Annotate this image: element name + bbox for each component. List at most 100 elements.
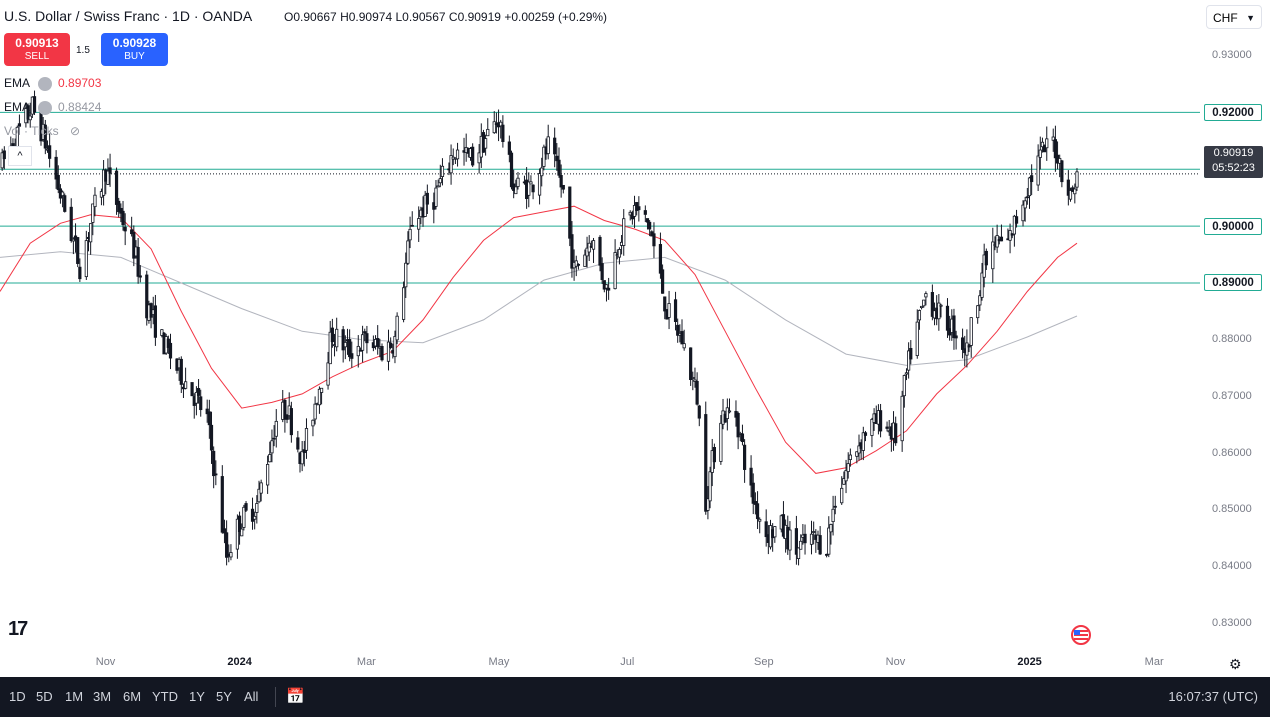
- candle-up: [1012, 215, 1016, 235]
- candle-down: [689, 347, 693, 381]
- bar-countdown: 05:52:23: [1212, 162, 1255, 174]
- candle-up: [486, 128, 490, 137]
- candle-down: [749, 467, 753, 486]
- range-button-1d[interactable]: 1D: [9, 689, 26, 704]
- legend-ema-fast[interactable]: EMA 0.89703: [4, 76, 101, 91]
- spread-value: 1.5: [76, 45, 90, 56]
- time-tick-label: Nov: [885, 656, 906, 668]
- candle-down: [967, 345, 971, 348]
- price-tick-label: 0.93000: [1212, 48, 1252, 61]
- candle-down: [1060, 160, 1064, 183]
- candle-up: [438, 178, 442, 184]
- axis-settings-gear-icon[interactable]: ⚙: [1229, 656, 1242, 672]
- candle-down: [69, 206, 73, 242]
- candle-up: [844, 470, 848, 482]
- range-button-5d[interactable]: 5D: [36, 689, 53, 704]
- legend-volume[interactable]: Vol · Ticks ⊘: [4, 124, 80, 138]
- candle-up: [317, 388, 322, 406]
- candle-down: [704, 414, 708, 512]
- current-price: 0.90919: [1213, 147, 1254, 159]
- ema-slow-line: [0, 251, 1078, 366]
- candle-up: [91, 203, 95, 223]
- candle-down: [117, 200, 121, 213]
- price-chart[interactable]: [0, 0, 1270, 677]
- range-button-3m[interactable]: 3M: [93, 689, 112, 704]
- candle-up: [870, 419, 874, 436]
- candle-up: [796, 547, 801, 559]
- legend-ema-slow[interactable]: EMA 0.88424: [4, 100, 101, 115]
- candle-up: [842, 478, 846, 485]
- candle-down: [289, 408, 293, 436]
- candle-up: [401, 287, 406, 320]
- candle-up: [255, 503, 259, 513]
- candle-down: [598, 236, 602, 266]
- range-button-ytd[interactable]: YTD: [152, 689, 178, 704]
- sell-button[interactable]: 0.90913 SELL: [4, 33, 70, 66]
- candle-down: [637, 206, 641, 211]
- buy-button[interactable]: 0.90928 BUY: [101, 33, 168, 66]
- range-button-5y[interactable]: 5Y: [216, 689, 232, 704]
- symbol-title[interactable]: U.S. Dollar / Swiss Franc · 1D · OANDA: [4, 8, 253, 24]
- range-button-all[interactable]: All: [244, 689, 259, 704]
- candle-down: [237, 515, 242, 532]
- candle-down: [17, 123, 22, 127]
- candle-down: [199, 396, 203, 411]
- candle-down: [755, 503, 760, 520]
- candle-down: [885, 426, 889, 429]
- candle-up: [706, 498, 710, 511]
- time-tick-label: Mar: [1144, 656, 1164, 668]
- date-range-calendar-icon[interactable]: 📅: [286, 688, 305, 705]
- candle-down: [363, 331, 367, 334]
- eye-hidden-icon[interactable]: ⊘: [70, 124, 81, 138]
- high-label: H: [340, 10, 349, 24]
- candle-up: [708, 471, 712, 502]
- candle-down: [32, 96, 37, 113]
- candle-up: [259, 482, 263, 494]
- candle-up: [89, 223, 93, 243]
- candle-down: [341, 329, 345, 351]
- buy-label: BUY: [124, 51, 145, 62]
- candle-up: [1036, 155, 1040, 186]
- sell-label: SELL: [24, 51, 50, 62]
- candle-up: [982, 254, 986, 278]
- candle-down: [425, 192, 429, 205]
- candle-up: [939, 304, 943, 307]
- candle-down: [559, 175, 563, 188]
- candle-down: [376, 338, 380, 348]
- candle-up: [406, 240, 410, 264]
- tradingview-logo[interactable]: 17: [8, 618, 28, 640]
- ema-fast-name: EMA: [4, 76, 31, 90]
- candle-up: [976, 305, 980, 319]
- currency-select[interactable]: CHF ▼: [1206, 5, 1262, 29]
- candle-up: [84, 240, 88, 278]
- candle-down: [999, 236, 1004, 242]
- candle-down: [1043, 145, 1047, 153]
- candle-up: [229, 552, 233, 558]
- candle-down: [285, 414, 289, 420]
- candle-down: [358, 349, 363, 352]
- candle-up: [499, 121, 503, 127]
- candle-up: [0, 152, 4, 169]
- candle-up: [693, 379, 697, 382]
- candle-up: [1021, 204, 1025, 222]
- candle-down: [501, 124, 505, 143]
- range-button-1m[interactable]: 1M: [65, 689, 84, 704]
- candle-down: [225, 532, 229, 558]
- candle-down: [658, 244, 663, 274]
- range-button-6m[interactable]: 6M: [123, 689, 142, 704]
- us-flag-icon[interactable]: [1066, 625, 1096, 645]
- candle-down: [389, 342, 393, 348]
- settings-icon[interactable]: [38, 100, 53, 115]
- candle-down: [272, 437, 276, 440]
- candle-up: [546, 136, 550, 154]
- price-tick-label: 0.83000: [1212, 617, 1252, 630]
- range-button-1y[interactable]: 1Y: [189, 689, 205, 704]
- settings-icon[interactable]: [38, 76, 53, 91]
- candle-down: [825, 553, 829, 556]
- candle-up: [980, 272, 984, 298]
- utc-clock[interactable]: 16:07:37 (UTC): [1168, 689, 1258, 704]
- collapse-legend-chevron-up-icon[interactable]: ^: [8, 146, 32, 166]
- candle-up: [591, 240, 596, 250]
- candle-up: [484, 138, 488, 149]
- candle-down: [600, 263, 604, 280]
